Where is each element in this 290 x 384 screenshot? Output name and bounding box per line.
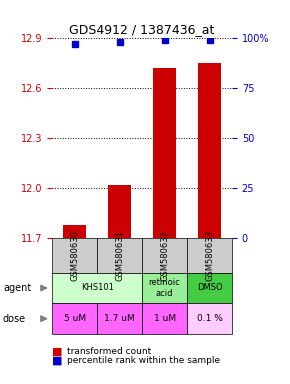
Text: DMSO: DMSO	[197, 283, 222, 293]
Text: 5 uM: 5 uM	[64, 314, 86, 323]
Bar	[108, 185, 131, 238]
Bar	[64, 225, 86, 238]
Text: KHS101: KHS101	[81, 283, 114, 293]
Text: 0.1 %: 0.1 %	[197, 314, 222, 323]
Text: GSM580633: GSM580633	[205, 230, 214, 281]
Bar	[198, 63, 221, 238]
Text: percentile rank within the sample: percentile rank within the sample	[67, 356, 220, 366]
Text: GSM580632: GSM580632	[160, 230, 169, 281]
Text: dose: dose	[3, 314, 26, 324]
Text: GSM580631: GSM580631	[115, 230, 124, 281]
Text: GSM580630: GSM580630	[70, 230, 79, 281]
Title: GDS4912 / 1387436_at: GDS4912 / 1387436_at	[69, 23, 215, 36]
Text: 1 uM: 1 uM	[153, 314, 176, 323]
Text: 1.7 uM: 1.7 uM	[104, 314, 135, 323]
Text: ■: ■	[52, 356, 63, 366]
Text: retinoic
acid: retinoic acid	[149, 278, 180, 298]
Text: agent: agent	[3, 283, 31, 293]
Text: ■: ■	[52, 346, 63, 356]
Text: transformed count: transformed count	[67, 347, 151, 356]
Bar	[153, 68, 176, 238]
